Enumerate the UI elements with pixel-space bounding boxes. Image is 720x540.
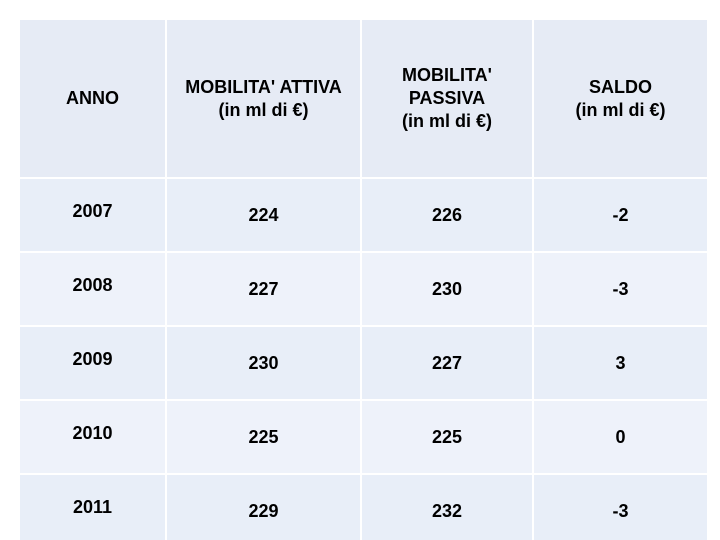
cell-mobilita-attiva: 227 [166,252,362,327]
table-row: 2009 230 227 3 [20,326,707,401]
cell-anno: 2008 [20,252,167,327]
header-mobilita-attiva-label: MOBILITA' ATTIVA [185,76,342,97]
header-saldo-unit: (in ml di €) [575,99,666,120]
table-row: 2011 229 232 -3 [20,474,707,540]
header-saldo-label: SALDO [589,76,652,97]
header-anno-label: ANNO [66,88,119,108]
table-row: 2007 224 226 -2 [20,178,707,253]
header-mobilita-attiva: MOBILITA' ATTIVA (in ml di €) [166,20,362,179]
header-mobilita-passiva-label-1: MOBILITA' [402,65,492,85]
cell-mobilita-attiva: 229 [166,474,362,540]
cell-anno: 2007 [20,178,167,253]
cell-mobilita-passiva: 227 [361,326,534,401]
header-mobilita-attiva-unit: (in ml di €) [218,99,309,120]
table-row: 2010 225 225 0 [20,400,707,475]
cell-mobilita-attiva: 224 [166,178,362,253]
cell-mobilita-passiva: 226 [361,178,534,253]
data-table: ANNO MOBILITA' ATTIVA (in ml di €) MOBIL… [20,20,707,540]
cell-saldo: -3 [533,252,707,327]
cell-saldo: 0 [533,400,707,475]
table-row: 2008 227 230 -3 [20,252,707,327]
cell-saldo: -3 [533,474,707,540]
cell-anno: 2011 [20,474,167,540]
cell-anno: 2010 [20,400,167,475]
cell-mobilita-passiva: 230 [361,252,534,327]
header-mobilita-passiva: MOBILITA' PASSIVA (in ml di €) [361,20,534,179]
cell-mobilita-passiva: 225 [361,400,534,475]
header-mobilita-passiva-unit: (in ml di €) [402,111,492,131]
header-saldo: SALDO (in ml di €) [533,20,707,179]
header-anno: ANNO [20,20,167,179]
header-mobilita-passiva-label-2: PASSIVA [408,88,486,108]
cell-anno: 2009 [20,326,167,401]
header-row: ANNO MOBILITA' ATTIVA (in ml di €) MOBIL… [20,20,707,179]
cell-mobilita-attiva: 230 [166,326,362,401]
cell-mobilita-attiva: 225 [166,400,362,475]
cell-saldo: 3 [533,326,707,401]
cell-mobilita-passiva: 232 [361,474,534,540]
cell-saldo: -2 [533,178,707,253]
